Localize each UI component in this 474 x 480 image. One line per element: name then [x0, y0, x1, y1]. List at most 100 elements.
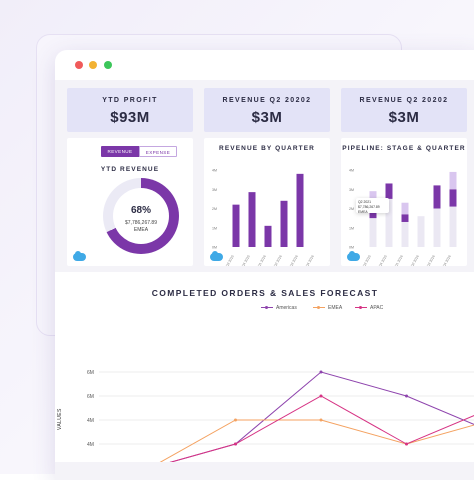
- stacked-bar-segment: [385, 198, 393, 247]
- maximize-window-button[interactable]: [104, 61, 112, 69]
- series-line: [169, 371, 474, 462]
- close-window-button[interactable]: [75, 61, 83, 69]
- bar: [248, 192, 256, 247]
- pipeline-panel: PIPELINE: STAGE & QUARTER 4M 3M 2M 1M 0M Q3 2…: [341, 138, 467, 266]
- bottom-strip: [55, 462, 474, 480]
- legend-swatch: [355, 306, 367, 310]
- kpi-label: REVENUE Q2 20202: [222, 97, 312, 104]
- stacked-bar-segment: [433, 208, 441, 247]
- stacked-bar-segment: [385, 183, 393, 199]
- y-tick-label: 6M: [87, 370, 94, 376]
- line-chart-title: COMPLETED ORDERS & SALES FORECAST: [151, 288, 379, 298]
- salesforce-cloud-icon: [347, 251, 360, 261]
- pipeline-title: PIPELINE: STAGE & QUARTER: [342, 145, 466, 152]
- ytd-revenue-title: YTD REVENUE: [100, 166, 160, 173]
- revenue-by-quarter-chart: 4M 3M 2M 1M 0M Q3 2015 Q4 2015 Q1 2016 Q2 2016 Q3…: [212, 169, 315, 267]
- series-line: [159, 419, 474, 462]
- donut-hole: [113, 188, 169, 244]
- revenue-by-quarter-panel: REVENUE BY QUARTER 4M 3M 2M 1M 0M Q3 2015 Q4 2…: [204, 138, 330, 266]
- stacked-bar-segment: [401, 214, 409, 222]
- expense-toggle-button[interactable]: EXPENSE: [139, 146, 177, 157]
- bar: [232, 204, 240, 247]
- x-tick-label: Q1 2016: [394, 254, 404, 266]
- kpi-value: $3M: [251, 109, 283, 126]
- kpi-value: $3M: [388, 109, 420, 126]
- stacked-bar-segment: [369, 218, 377, 247]
- legend-item-apac[interactable]: APAC: [355, 305, 383, 311]
- x-tick-label: Q3 2015: [225, 254, 235, 266]
- salesforce-cloud-icon: [210, 251, 223, 261]
- y-tick-label: 3M: [212, 188, 217, 192]
- pipeline-tooltip: Q2 2021 $7,786,267.89 EMEA: [356, 198, 389, 214]
- revenue-toggle-button[interactable]: REVENUE: [101, 146, 139, 157]
- legend-swatch: [313, 306, 325, 310]
- kpi-label: YTD PROFIT: [102, 97, 158, 104]
- data-point: [319, 370, 323, 374]
- y-tick-label: 6M: [87, 394, 94, 400]
- bar: [296, 173, 304, 247]
- donut-percent: 68%: [130, 205, 151, 216]
- y-tick-label: 4M: [212, 169, 217, 173]
- pipeline-chart: 4M 3M 2M 1M 0M Q3 2015 Q4 2015 Q1 2016 Q2 2016 Q3…: [349, 169, 457, 266]
- stacked-bar-segment: [433, 185, 441, 209]
- stacked-bar-segment: [369, 208, 377, 219]
- data-point: [319, 394, 323, 398]
- kpi-card-revenue-q2-second[interactable]: REVENUE Q2 20202 $3M: [341, 88, 467, 132]
- tooltip-amount: $7,786,267.89: [358, 205, 380, 209]
- x-tick-label: Q3 2016: [426, 254, 436, 266]
- dashboard-window: YTD PROFIT $93M REVENUE Q2 20202 $3M REV…: [55, 50, 474, 480]
- x-tick-label: Q3 2015: [362, 254, 372, 266]
- bar: [280, 200, 288, 247]
- series-line: [169, 395, 474, 462]
- kpi-value: $93M: [110, 109, 150, 126]
- donut-amount: $7,786,267.89: [125, 220, 157, 226]
- legend-label: Americas: [276, 305, 297, 311]
- legend-item-emea[interactable]: EMEA: [313, 305, 342, 311]
- orders-forecast-chart: 6M6M4M4M4MQ3 2015Q3 2015Q3 2015Q3 2015: [87, 370, 474, 462]
- x-tick-label: Q2 2016: [410, 254, 420, 266]
- stacked-bar-segment: [401, 202, 409, 215]
- kpi-card-revenue-q2[interactable]: REVENUE Q2 20202 $3M: [204, 88, 330, 132]
- orders-forecast-panel: COMPLETED ORDERS & SALES FORECAST Americ…: [55, 272, 474, 462]
- stacked-bar-segment: [401, 221, 409, 247]
- ytd-revenue-panel: REVENUE EXPENSE YTD REVENUE 68% $7,786,2…: [67, 138, 193, 266]
- x-tick-label: Q1 2016: [257, 254, 267, 266]
- revenue-by-quarter-title: REVENUE BY QUARTER: [219, 145, 315, 152]
- x-tick-label: Q4 2016: [442, 254, 452, 266]
- legend-swatch: [261, 306, 273, 310]
- salesforce-cloud-icon: [73, 251, 86, 261]
- data-point: [405, 394, 408, 398]
- y-tick-label: 0M: [349, 246, 354, 250]
- x-tick-label: Q4 2015: [241, 254, 251, 266]
- legend-item-americas[interactable]: Americas: [261, 305, 297, 311]
- tooltip-quarter: Q2 2021: [358, 200, 372, 204]
- y-tick-label: 1M: [212, 226, 217, 230]
- tooltip-region: EMEA: [358, 210, 368, 214]
- x-tick-label: Q3 2016: [289, 254, 299, 266]
- y-tick-label: 2M: [349, 207, 354, 211]
- window-titlebar: [55, 50, 474, 80]
- y-tick-label: 2M: [212, 207, 217, 211]
- stacked-bar-segment: [449, 171, 457, 190]
- kpi-card-ytd-profit[interactable]: YTD PROFIT $93M: [67, 88, 193, 132]
- y-tick-label: 0M: [212, 246, 217, 250]
- data-point: [405, 442, 408, 446]
- y-tick-label: 4M: [87, 418, 94, 424]
- kpi-label: REVENUE Q2 20202: [359, 97, 449, 104]
- stacked-bar-segment: [449, 189, 457, 207]
- ytd-donut-chart[interactable]: [103, 178, 179, 254]
- donut-region: EMEA: [133, 227, 149, 233]
- data-point: [234, 418, 237, 422]
- y-tick-label: 1M: [349, 226, 354, 230]
- bar: [264, 225, 272, 247]
- stacked-bar-segment: [417, 216, 425, 247]
- minimize-window-button[interactable]: [89, 61, 97, 69]
- data-point: [234, 442, 237, 446]
- x-tick-label: Q2 2016: [273, 254, 283, 266]
- y-tick-label: 4M: [349, 169, 354, 173]
- y-tick-label: 3M: [349, 188, 354, 192]
- data-point: [319, 418, 323, 422]
- legend-label: APAC: [370, 305, 384, 311]
- y-tick-label: 4M: [87, 442, 94, 448]
- stacked-bar-segment: [449, 206, 457, 247]
